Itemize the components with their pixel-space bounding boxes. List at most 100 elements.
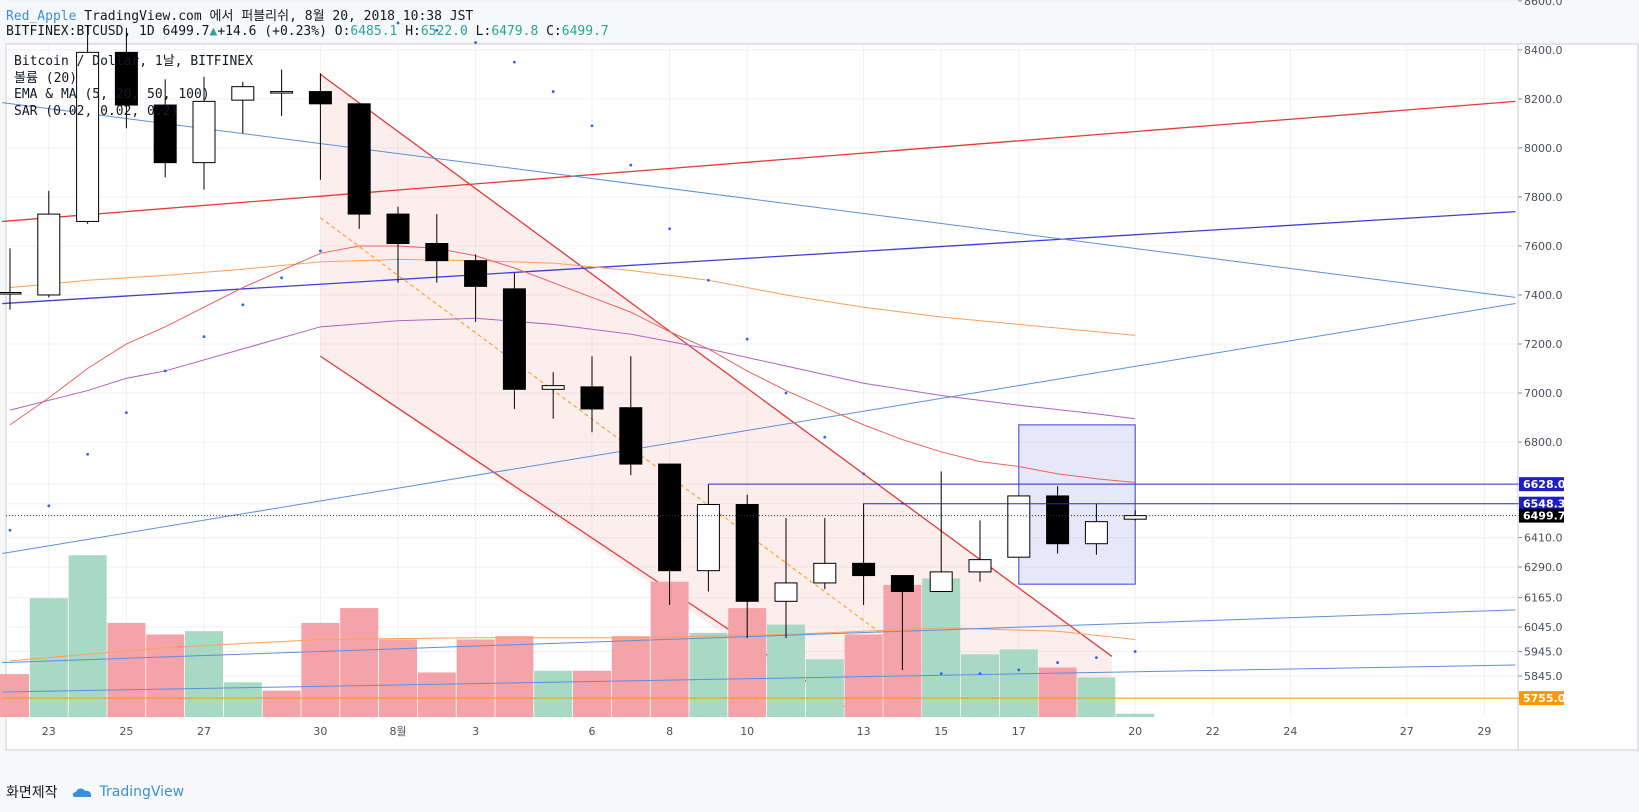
candle bbox=[619, 356, 643, 476]
candle-body bbox=[1046, 495, 1070, 545]
trend-line bbox=[2, 100, 1516, 223]
price-change: +14.6 (+0.23%) bbox=[217, 24, 327, 39]
candle bbox=[502, 272, 526, 409]
candle-body bbox=[464, 260, 488, 287]
x-axis-labels: 23 25 27 30 8월 3 6 8 10 13 15 17 20 22 24 27 29 bbox=[42, 725, 1492, 738]
candle bbox=[425, 214, 449, 283]
y-tick-label: 7800.0 bbox=[1524, 191, 1563, 204]
candle bbox=[1007, 495, 1031, 558]
sar-dot bbox=[125, 411, 128, 415]
brand-name: TradingView bbox=[99, 784, 185, 800]
ohlc-header: BITFINEX:BTCUSD, 1D 6499.7▲+14.6 (+0.23%… bbox=[6, 24, 609, 39]
candle-body bbox=[774, 582, 798, 602]
sar-dot bbox=[823, 435, 827, 439]
sar-dot bbox=[396, 21, 400, 25]
price-tag bbox=[1519, 691, 1564, 706]
volume-bar bbox=[340, 608, 379, 717]
x-tick-label: 23 bbox=[42, 725, 56, 738]
volume-bar bbox=[301, 622, 340, 717]
y-tick-label: 6290.0 bbox=[1524, 561, 1563, 574]
trend-line bbox=[2, 102, 1516, 298]
volume-bar bbox=[961, 654, 999, 717]
candle bbox=[890, 575, 914, 670]
sar-dot bbox=[1133, 650, 1137, 653]
volume-bar bbox=[417, 672, 456, 717]
candle-body bbox=[1084, 521, 1108, 545]
price-axis[interactable] bbox=[1517, 43, 1639, 751]
price-tag-label: 6628.0 bbox=[1523, 478, 1566, 491]
channel-fill bbox=[320, 74, 1112, 717]
ma-purple-line bbox=[9, 317, 1136, 420]
y-tick-label: 8000.0 bbox=[1524, 142, 1563, 155]
volume-bar bbox=[689, 632, 728, 717]
price-tag-label: 6499.7 bbox=[1523, 510, 1565, 523]
y-tick-label: 7000.0 bbox=[1524, 387, 1563, 400]
legend-ema-ma: EMA & MA (5, 20, 50, 100) bbox=[14, 87, 210, 102]
candle bbox=[696, 484, 720, 592]
sar-dot bbox=[707, 278, 710, 282]
candle bbox=[153, 79, 177, 178]
x-tick-label: 30 bbox=[313, 725, 327, 738]
horizontal-levels bbox=[2, 483, 1518, 699]
sar-dot bbox=[513, 60, 516, 64]
trend-line bbox=[2, 609, 1516, 664]
candle-body bbox=[270, 91, 294, 94]
y-tick-label: 5845.0 bbox=[1524, 670, 1563, 683]
price-tag bbox=[1519, 477, 1564, 492]
volume-bar bbox=[922, 578, 961, 717]
candle-body bbox=[541, 385, 565, 390]
range-rect bbox=[1018, 424, 1136, 585]
candle bbox=[386, 206, 410, 283]
low-label: L: bbox=[475, 24, 492, 39]
x-tick-label: 3 bbox=[472, 725, 479, 738]
x-tick-label: 8월 bbox=[389, 725, 406, 738]
sar-dot bbox=[202, 335, 206, 339]
author-link[interactable]: Red_Apple bbox=[6, 9, 77, 24]
candle bbox=[37, 190, 61, 298]
price-tag-label: 5755.0 bbox=[1523, 692, 1566, 705]
candle bbox=[0, 248, 22, 310]
candle bbox=[114, 27, 138, 129]
candle-body bbox=[114, 51, 138, 106]
candle-body bbox=[386, 213, 410, 245]
candle bbox=[658, 463, 682, 605]
tradingview-brand[interactable]: TradingView bbox=[72, 784, 185, 800]
volume-bar bbox=[0, 674, 29, 717]
low-value: 6479.8 bbox=[491, 24, 539, 39]
sar-dot bbox=[1056, 661, 1059, 664]
y-tick-label: 6410.0 bbox=[1524, 532, 1563, 545]
volume-bar bbox=[379, 639, 417, 717]
y-tick-label: 8200.0 bbox=[1524, 93, 1563, 106]
open-value: 6485.1 bbox=[350, 24, 398, 39]
candle-body bbox=[153, 104, 177, 164]
candle-body bbox=[425, 243, 449, 262]
candle-body bbox=[929, 571, 953, 593]
candle bbox=[774, 517, 798, 639]
trend-line bbox=[2, 303, 1516, 555]
candle bbox=[270, 69, 294, 117]
candle bbox=[852, 503, 876, 605]
channel-mid-line bbox=[320, 217, 981, 708]
volume-bar bbox=[844, 634, 883, 717]
x-tick-label: 29 bbox=[1477, 725, 1491, 738]
legend-sar: SAR (0.02, 0.02, 0.2) bbox=[14, 103, 179, 119]
candle bbox=[813, 517, 837, 590]
candle-body bbox=[968, 559, 992, 573]
volume-bar bbox=[146, 634, 185, 717]
x-tick-label: 22 bbox=[1206, 725, 1220, 738]
volume-bar bbox=[611, 636, 650, 717]
legend-volume: 볼륨 (20) bbox=[14, 70, 78, 86]
volume-bar bbox=[805, 659, 844, 717]
candle bbox=[1123, 510, 1147, 521]
volume-bar bbox=[999, 649, 1038, 717]
ma-orange-line bbox=[9, 258, 1136, 336]
x-tick-label: 13 bbox=[857, 725, 871, 738]
symbol-label: BITFINEX:BTCUSD, 1D bbox=[6, 24, 155, 39]
volume-bar bbox=[534, 670, 573, 717]
sar-dot bbox=[280, 276, 283, 280]
candle bbox=[1046, 486, 1070, 554]
high-label: H: bbox=[405, 24, 421, 39]
chart-legend: Bitcoin / Dollar, 1날, BITFINEX 볼륨 (20) E… bbox=[14, 54, 253, 120]
trend-line bbox=[2, 664, 1516, 693]
